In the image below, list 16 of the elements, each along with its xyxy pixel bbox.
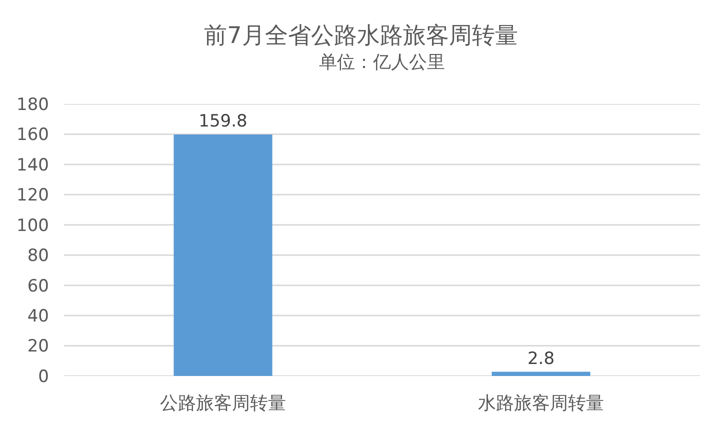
- y-tick-label: 140: [16, 155, 49, 176]
- y-tick-label: 40: [27, 306, 49, 327]
- x-tick-label: 公路旅客周转量: [160, 393, 286, 414]
- y-tick-label: 120: [16, 186, 49, 206]
- y-tick-label: 160: [16, 125, 49, 146]
- data-label: 2.8: [527, 348, 555, 369]
- y-tick-label: 0: [38, 366, 49, 387]
- y-tick-label: 100: [16, 216, 49, 236]
- y-tick-label: 80: [27, 246, 49, 266]
- y-tick-label: 60: [27, 276, 49, 296]
- x-tick-label: 水路旅客周转量: [478, 393, 604, 414]
- y-tick-label: 180: [16, 94, 49, 115]
- y-tick-label: 20: [27, 336, 49, 357]
- chart-subtitle: 单位：亿人公里: [319, 52, 445, 73]
- chart-title: 前7月全省公路水路旅客周转量: [204, 23, 518, 50]
- data-label: 159.8: [198, 112, 248, 132]
